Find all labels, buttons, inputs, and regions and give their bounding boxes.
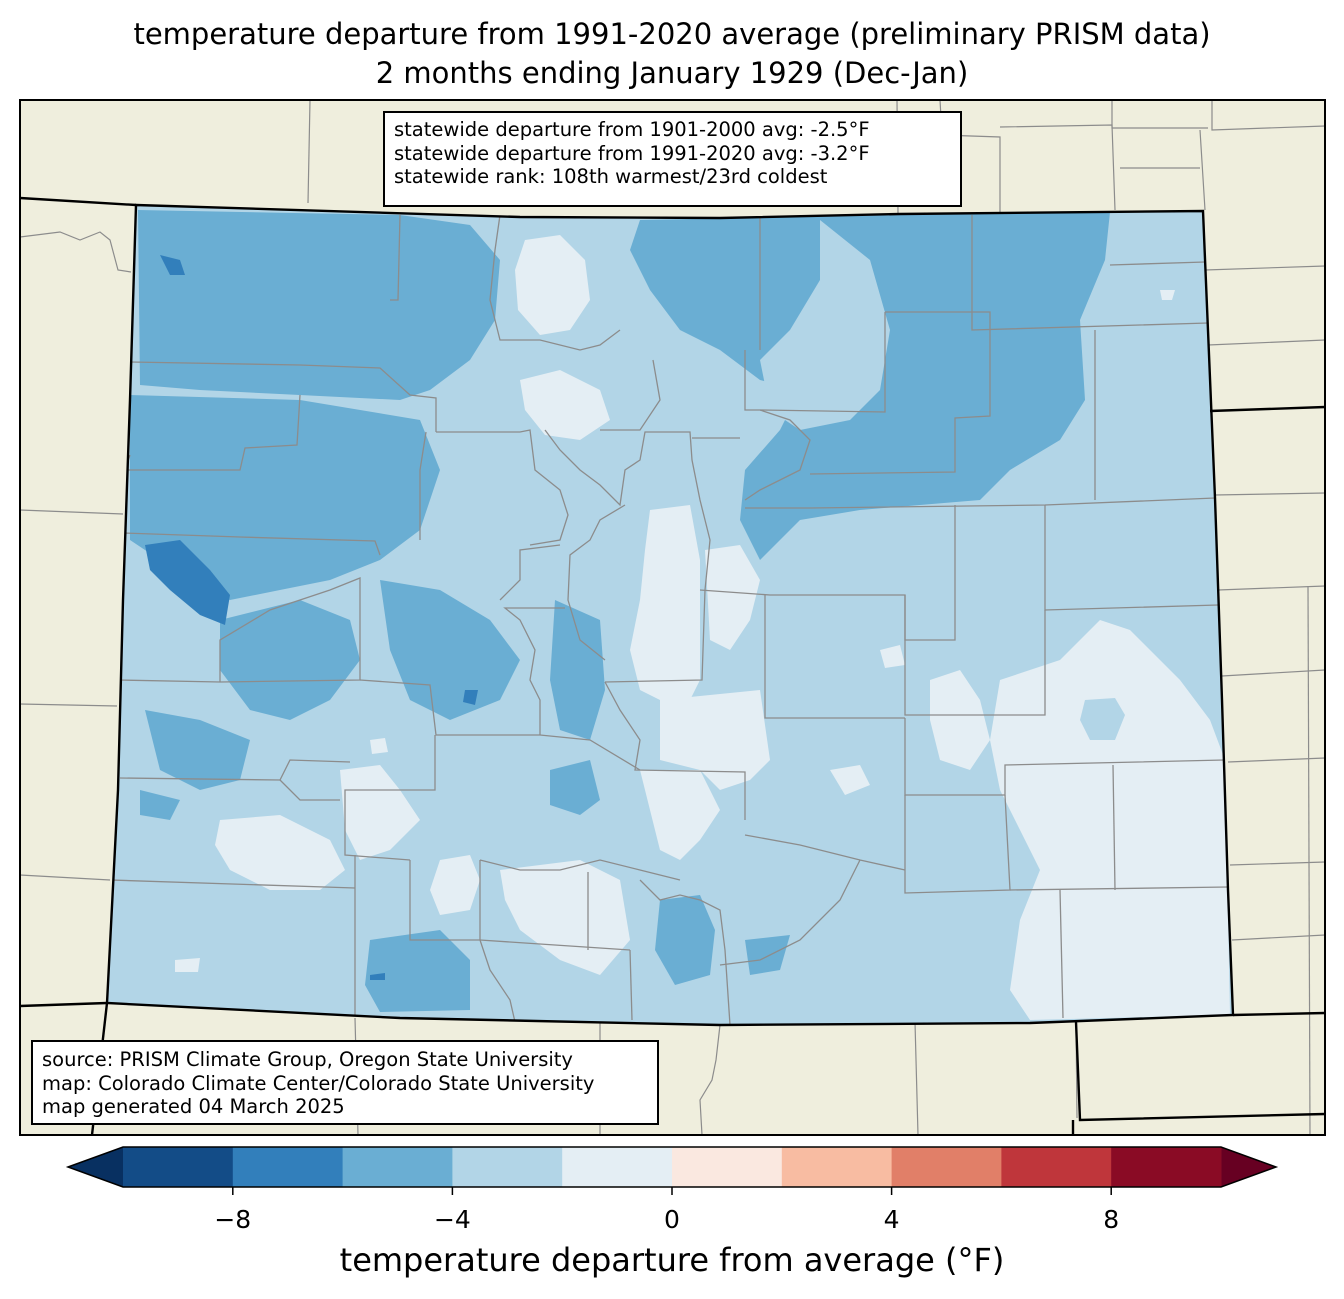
map-title-line2: 2 months ending January 1929 (Dec-Jan) [375,56,969,90]
colorbar-bin [452,1147,563,1187]
colorbar-bin [232,1147,344,1187]
colorbar-bin [342,1147,453,1187]
map-title-line1: temperature departure from 1991-2020 ave… [133,17,1211,51]
generated-date-line: map generated 04 March 2025 [42,1095,345,1118]
source-line: source: PRISM Climate Group, Oregon Stat… [42,1048,573,1071]
stats-line-1991-2020: statewide departure from 1991-2020 avg: … [394,141,870,165]
stats-line-1901-2000: statewide departure from 1901-2000 avg: … [394,118,870,141]
statewide-stats-box: statewide departure from 1901-2000 avg: … [383,111,962,207]
colorbar-tick-label: −8 [214,1205,252,1234]
colorbar-bin [891,1147,1002,1187]
colorbar-label: temperature departure from average (°F) [339,1241,1005,1279]
county-lines [109,214,1231,1025]
stats-line-rank: statewide rank: 108th warmest/23rd colde… [394,165,828,188]
colorbar-bin [562,1147,673,1187]
colorbar-bin [672,1147,783,1187]
colorbar-tick-label: 4 [883,1205,900,1234]
colorbar-bin [1111,1147,1222,1187]
colorbar-tick-label: 0 [664,1205,680,1234]
colorbar [65,1146,1279,1195]
colorbar-over-arrow [1221,1147,1276,1187]
colorbar-outline [65,1146,1279,1188]
colorbar-tick-label: −4 [433,1205,471,1234]
temperature-departure-field [107,205,1233,1025]
source-credit-box: source: PRISM Climate Group, Oregon Stat… [31,1040,659,1125]
colorbar-bin [1001,1147,1112,1187]
colorbar-bin [781,1147,893,1187]
map-frame [19,99,1326,1136]
colorbar-bin [123,1147,234,1187]
colorbar-tick-label: 8 [1103,1205,1120,1234]
colorbar-under-arrow [68,1147,123,1187]
map-credit-line: map: Colorado Climate Center/Colorado St… [42,1071,595,1095]
